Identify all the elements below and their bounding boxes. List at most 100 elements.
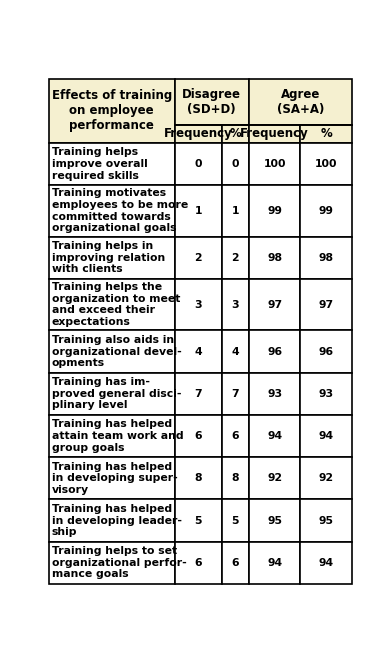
Bar xyxy=(249,500,300,542)
Text: Training helps
improve overall
required skills: Training helps improve overall required … xyxy=(52,148,148,181)
Text: Training helps to set
organizational perfor-
mance goals: Training helps to set organizational per… xyxy=(52,546,187,579)
Text: 2: 2 xyxy=(231,253,239,263)
Bar xyxy=(49,500,175,542)
Bar xyxy=(222,330,249,373)
Text: %: % xyxy=(320,127,332,140)
Bar xyxy=(249,415,300,457)
Text: 93: 93 xyxy=(319,389,334,399)
Bar xyxy=(222,279,249,330)
Text: 98: 98 xyxy=(267,253,282,263)
Text: 0: 0 xyxy=(194,159,202,169)
Bar xyxy=(249,79,352,125)
Text: Training has im-
proved general disci-
plinary level: Training has im- proved general disci- p… xyxy=(52,377,181,411)
Text: 96: 96 xyxy=(267,347,282,357)
Text: 94: 94 xyxy=(267,431,282,441)
Text: Disagree
(SD+D): Disagree (SD+D) xyxy=(182,88,241,116)
Bar xyxy=(175,500,222,542)
Bar xyxy=(175,330,222,373)
Bar xyxy=(175,542,222,584)
Bar xyxy=(175,125,222,143)
Bar xyxy=(249,542,300,584)
Text: Training also aids in
organizational devel-
opments: Training also aids in organizational dev… xyxy=(52,335,182,368)
Text: 94: 94 xyxy=(319,431,334,441)
Bar xyxy=(249,279,300,330)
Text: 6: 6 xyxy=(231,431,239,441)
Text: 95: 95 xyxy=(267,515,282,526)
Bar xyxy=(49,185,175,237)
Bar xyxy=(175,237,222,279)
Text: Frequency: Frequency xyxy=(164,127,233,140)
Bar xyxy=(49,415,175,457)
Bar xyxy=(249,373,300,415)
Text: 1: 1 xyxy=(231,206,239,216)
Text: Effects of training
on employee
performance: Effects of training on employee performa… xyxy=(52,90,172,132)
Bar xyxy=(300,330,352,373)
Bar xyxy=(49,143,175,185)
Text: 6: 6 xyxy=(194,558,202,568)
Text: Frequency: Frequency xyxy=(240,127,309,140)
Bar xyxy=(222,185,249,237)
Text: Training has helped
attain team work and
group goals: Training has helped attain team work and… xyxy=(52,420,183,453)
Bar xyxy=(175,457,222,500)
Text: Training has helped
in developing super-
visory: Training has helped in developing super-… xyxy=(52,462,178,495)
Bar xyxy=(175,79,249,125)
Bar xyxy=(49,457,175,500)
Bar xyxy=(300,500,352,542)
Bar xyxy=(300,373,352,415)
Text: Training helps in
improving relation
with clients: Training helps in improving relation wit… xyxy=(52,241,165,274)
Text: 0: 0 xyxy=(231,159,239,169)
Text: 100: 100 xyxy=(264,159,286,169)
Bar xyxy=(300,415,352,457)
Text: 5: 5 xyxy=(231,515,239,526)
Text: 93: 93 xyxy=(267,389,282,399)
Text: %: % xyxy=(230,127,241,140)
Bar xyxy=(49,279,175,330)
Text: 97: 97 xyxy=(319,300,334,310)
Text: 92: 92 xyxy=(267,473,282,483)
Bar xyxy=(49,330,175,373)
Bar xyxy=(300,143,352,185)
Bar xyxy=(300,237,352,279)
Text: 3: 3 xyxy=(231,300,239,310)
Text: 7: 7 xyxy=(231,389,239,399)
Bar xyxy=(300,542,352,584)
Text: 6: 6 xyxy=(194,431,202,441)
Text: 94: 94 xyxy=(267,558,282,568)
Bar xyxy=(222,542,249,584)
Text: Agree
(SA+A): Agree (SA+A) xyxy=(277,88,324,116)
Bar xyxy=(222,125,249,143)
Bar xyxy=(49,79,175,143)
Bar xyxy=(300,457,352,500)
Bar xyxy=(175,415,222,457)
Text: Training helps the
organization to meet
and exceed their
expectations: Training helps the organization to meet … xyxy=(52,282,180,327)
Text: 99: 99 xyxy=(267,206,282,216)
Text: 97: 97 xyxy=(267,300,282,310)
Bar xyxy=(249,457,300,500)
Bar xyxy=(249,143,300,185)
Bar xyxy=(222,415,249,457)
Text: 3: 3 xyxy=(194,300,202,310)
Bar xyxy=(49,542,175,584)
Text: 98: 98 xyxy=(319,253,334,263)
Text: Training has helped
in developing leader-
ship: Training has helped in developing leader… xyxy=(52,504,182,537)
Bar xyxy=(222,500,249,542)
Text: 7: 7 xyxy=(194,389,202,399)
Text: 8: 8 xyxy=(194,473,202,483)
Text: 5: 5 xyxy=(194,515,202,526)
Bar xyxy=(175,373,222,415)
Text: 100: 100 xyxy=(315,159,337,169)
Bar xyxy=(222,457,249,500)
Text: 92: 92 xyxy=(319,473,334,483)
Bar xyxy=(249,330,300,373)
Bar xyxy=(222,373,249,415)
Bar xyxy=(175,279,222,330)
Text: 1: 1 xyxy=(194,206,202,216)
Bar xyxy=(222,143,249,185)
Bar xyxy=(222,237,249,279)
Text: Training motivates
employees to be more
committed towards
organizational goals: Training motivates employees to be more … xyxy=(52,188,188,233)
Bar xyxy=(249,185,300,237)
Text: 94: 94 xyxy=(319,558,334,568)
Text: 4: 4 xyxy=(231,347,239,357)
Text: 8: 8 xyxy=(231,473,239,483)
Text: 95: 95 xyxy=(319,515,334,526)
